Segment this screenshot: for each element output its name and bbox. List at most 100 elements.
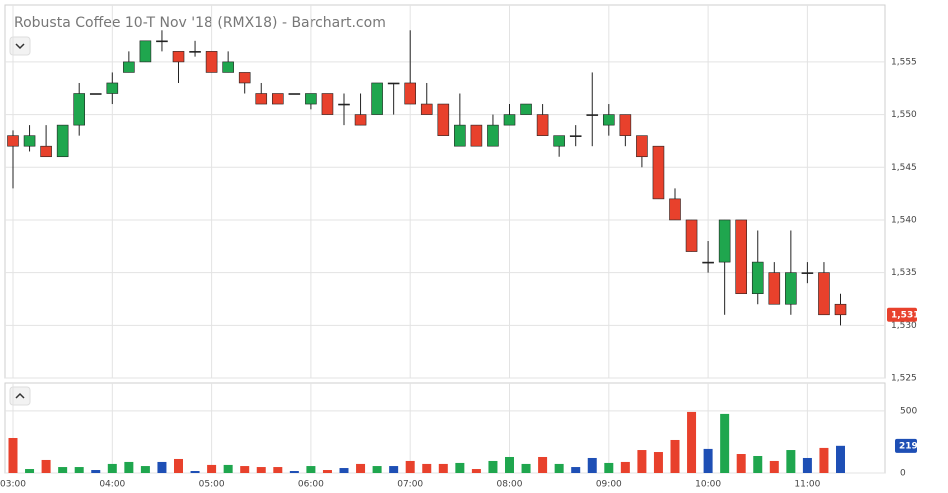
candle-body <box>487 124 499 147</box>
candle-body <box>636 135 648 158</box>
candle-body <box>718 219 731 263</box>
volume-bar <box>653 452 663 473</box>
volume-bar <box>637 450 647 473</box>
volume-bar <box>240 466 250 473</box>
volume-bar <box>736 454 746 473</box>
volume-bar <box>819 447 829 473</box>
volume-bar <box>405 460 415 473</box>
volume-bar <box>8 437 18 473</box>
candle-body <box>321 93 334 115</box>
volume-bar <box>107 463 117 473</box>
collapse-button[interactable] <box>9 36 31 56</box>
y-tick-label: 1,530 <box>891 321 917 331</box>
candle-body <box>56 124 69 158</box>
volume-bar <box>720 413 730 473</box>
candle-body <box>470 124 483 147</box>
candle-body <box>652 145 665 200</box>
last-volume-label: 219 <box>899 441 918 451</box>
candle-body <box>454 124 466 147</box>
candle-body <box>702 261 714 264</box>
volume-bar <box>620 461 630 473</box>
volume-bar <box>471 469 481 473</box>
candle-body <box>156 40 168 43</box>
volume-bar <box>802 457 812 473</box>
volume-bar <box>836 445 845 473</box>
volume-bar <box>356 463 366 473</box>
marks: 03:00 04:00 05:00 06:00 07:00 08:00 09:00 10:00… <box>0 5 919 490</box>
candle-body <box>735 219 748 295</box>
last-volume-tag <box>895 438 917 453</box>
volume-bar <box>41 459 51 473</box>
candle-body <box>801 272 814 274</box>
x-tick-label: 08:00 <box>497 480 523 490</box>
volume-bar <box>339 468 349 473</box>
volume-bar <box>769 460 779 473</box>
volume-bar <box>703 448 713 473</box>
candle-body <box>553 135 565 147</box>
volume-bar <box>422 463 432 473</box>
x-tick-label: 09:00 <box>596 480 622 490</box>
x-tick-label: 06:00 <box>298 480 324 490</box>
candle-body <box>271 93 284 105</box>
volume-bar <box>58 467 68 473</box>
candle-body <box>338 103 350 106</box>
volume-bar <box>140 466 150 473</box>
volume-bar <box>753 455 763 473</box>
volume-bar <box>587 457 597 473</box>
candle-body <box>685 219 698 252</box>
volume-bar <box>455 462 465 473</box>
y-tick-label: 1,535 <box>891 268 917 278</box>
last-price-tag <box>887 307 917 322</box>
x-tick-label: 11:00 <box>794 480 820 490</box>
volume-bar <box>372 466 382 473</box>
candle-body <box>387 82 400 85</box>
volume-bar <box>488 460 498 473</box>
expand-button[interactable] <box>9 386 31 406</box>
last-price-label: 1,531 <box>891 310 919 320</box>
volume-bar <box>223 464 233 473</box>
volume-bar <box>157 461 167 473</box>
volume-bar <box>389 466 399 473</box>
candle-body <box>520 103 532 115</box>
candle-body <box>305 93 317 105</box>
candle-body <box>172 51 185 63</box>
volume-bar <box>124 461 134 473</box>
volume-panel <box>4 382 886 474</box>
candle-body <box>420 103 433 115</box>
candle-body <box>205 51 218 73</box>
candle-body <box>123 61 135 73</box>
candle-body <box>619 114 632 136</box>
x-tick-label: 04:00 <box>99 480 125 490</box>
volume-bar <box>190 471 200 473</box>
candle-body <box>40 145 52 158</box>
candle-body <box>536 114 549 136</box>
volume-bar <box>25 469 35 473</box>
volume-bar <box>256 467 266 473</box>
price-panel <box>4 4 886 379</box>
volume-bar <box>207 464 217 473</box>
volume-bar <box>438 463 448 473</box>
candle-body <box>139 40 152 63</box>
x-tick-label: 03:00 <box>0 480 26 490</box>
y-tick-label: 500 <box>900 406 917 416</box>
volume-bar <box>322 470 332 473</box>
volume-bar <box>306 466 316 473</box>
candle-body <box>23 135 36 147</box>
x-tick-label: 05:00 <box>199 480 225 490</box>
y-tick-label: 1,525 <box>891 374 917 384</box>
candle-body <box>354 114 367 126</box>
candle-body <box>602 114 615 126</box>
x-tick-label: 10:00 <box>695 480 721 490</box>
candle-body <box>371 82 383 115</box>
volume-bar <box>786 450 796 473</box>
volume-bar <box>554 463 564 473</box>
candle-body <box>503 114 516 126</box>
candle-body <box>751 261 764 295</box>
volume-bar <box>174 458 183 473</box>
y-tick-label: 1,555 <box>891 57 917 67</box>
x-tick-label: 07:00 <box>397 480 423 490</box>
volume-bar <box>273 467 283 473</box>
chart-title: Robusta Coffee 10-T Nov '18 (RMX18) - Ba… <box>14 15 386 31</box>
volume-bar <box>289 471 299 473</box>
